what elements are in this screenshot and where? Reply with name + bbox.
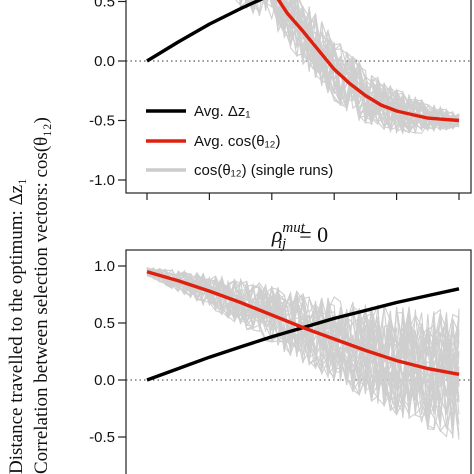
y-axis-label-distance: Distance travelled to the optimum: Δz₁ (6, 178, 27, 474)
y-tick-label: 0.5 (94, 315, 115, 332)
bottom-panel: 1.0 0.5 0.0 -0.5 (89, 249, 472, 474)
y-tick-label: 0.0 (94, 53, 115, 70)
single-run-line (146, 269, 460, 412)
single-run-line (251, 0, 460, 130)
y-tick-label: -0.5 (89, 429, 115, 446)
single-run-line (247, 0, 460, 130)
bottom-panel-title: ρmut ij = 0 (271, 220, 328, 252)
bottom-single-runs (146, 266, 460, 440)
legend-label-avg-dz: Avg. Δz₁ (194, 103, 251, 120)
single-run-line (245, 0, 460, 133)
series-line-avg-cos (146, 270, 460, 376)
y-tick-label: 1.0 (94, 258, 115, 275)
single-run-line (244, 0, 460, 130)
series-line-avg-dz (146, 0, 264, 63)
single-run-line (146, 269, 460, 424)
legend-label-avg-cos: Avg. cos(θ₁₂) (194, 133, 280, 150)
series-line-avg-cos (276, 0, 460, 123)
top-panel-frame (125, 0, 472, 194)
bottom-panel-frame (125, 249, 472, 474)
top-panel: 0.5 0.0 -0.5 -1.0 Avg. Δz₁ Avg. cos(θ₁₂) co… (89, 0, 472, 200)
legend-label-single-runs: cos(θ₁₂) (single runs) (194, 162, 333, 179)
y-axis-label-correlation: Correlation between selection vectors: c… (31, 117, 52, 474)
single-run-line (250, 0, 460, 125)
y-tick-label: -1.0 (89, 172, 115, 189)
single-run-line (263, 0, 460, 134)
legend: Avg. Δz₁ Avg. cos(θ₁₂) cos(θ₁₂) (single … (146, 103, 333, 179)
y-axis-label: Distance travelled to the optimum: Δz₁ C… (6, 117, 52, 474)
y-tick-label: 0.0 (94, 372, 115, 389)
y-tick-label: -0.5 (89, 113, 115, 130)
y-tick-label: 0.5 (94, 0, 115, 11)
